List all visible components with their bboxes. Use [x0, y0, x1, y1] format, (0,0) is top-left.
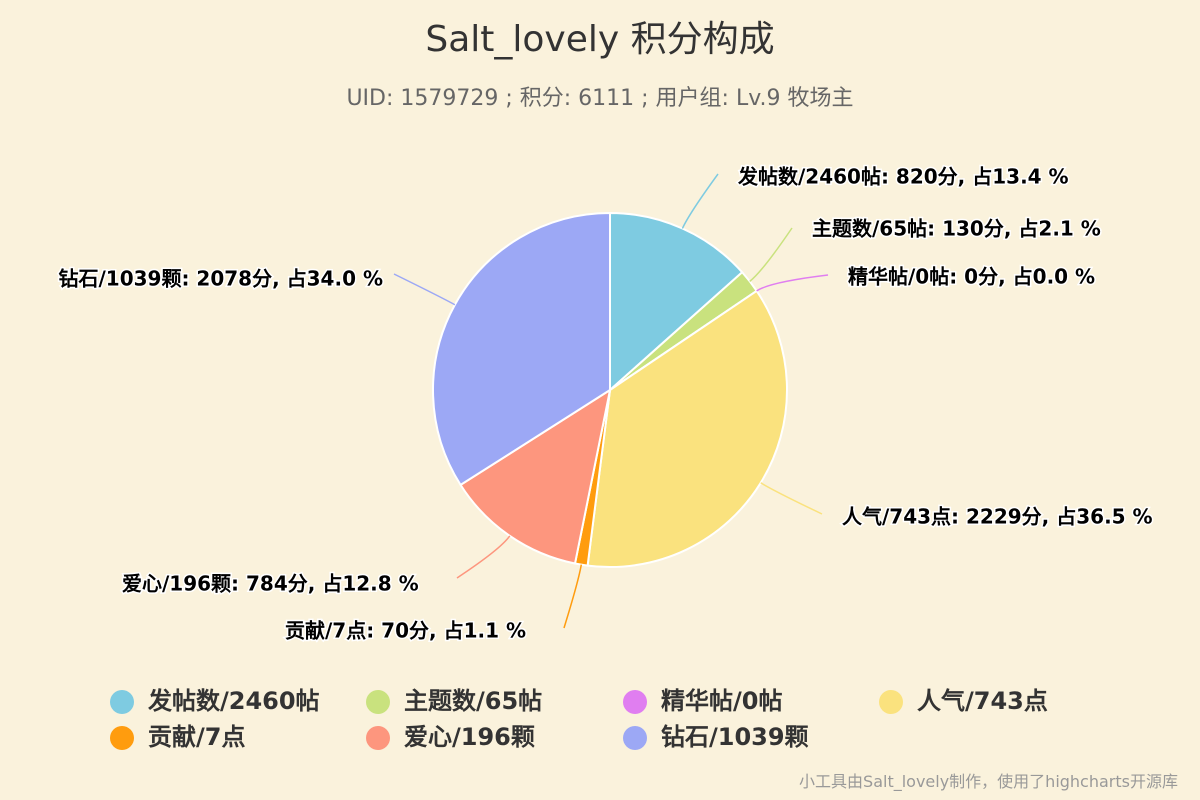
- data-label-5: 贡献/7点: 70分, 占1.1 %: [285, 619, 526, 643]
- legend-label-3: 精华帖/0帖: [661, 687, 782, 715]
- chart-title: Salt_lovely 积分构成: [425, 19, 775, 60]
- pie-slice-7[interactable]: [432, 211, 611, 487]
- legend-item-6[interactable]: 爱心/196颗: [366, 723, 535, 751]
- label-connector-3: [756, 274, 829, 292]
- data-label-3: 精华帖/0帖: 0分, 占0.0 %: [848, 265, 1095, 289]
- data-label-2: 主题数/65帖: 130分, 占2.1 %: [812, 217, 1101, 241]
- legend-item-2[interactable]: 主题数/65帖: [366, 687, 542, 715]
- data-label-7: 钻石/1039颗: 2078分, 占34.0 %: [58, 267, 383, 291]
- legend-marker-4: [879, 690, 903, 714]
- label-connector-7: [393, 273, 456, 306]
- chart-subtitle: UID: 1579729 ; 积分: 6111 ; 用户组: Lv.9 牧场主: [346, 86, 854, 111]
- label-connector-6: [456, 535, 511, 579]
- pie-slice-1[interactable]: [609, 211, 744, 393]
- legend-label-6: 爱心/196颗: [404, 723, 535, 751]
- label-connector-1: [681, 173, 719, 229]
- pie-slice-4[interactable]: [586, 289, 788, 568]
- legend-item-1[interactable]: 发帖数/2460帖: [110, 687, 320, 715]
- data-label-1: 发帖数/2460帖: 820分, 占13.4 %: [737, 165, 1069, 189]
- legend-marker-3: [623, 690, 647, 714]
- legend-marker-6: [366, 726, 390, 750]
- legend-marker-2: [366, 690, 390, 714]
- legend-marker-5: [110, 726, 134, 750]
- legend-item-7[interactable]: 钻石/1039颗: [623, 723, 809, 751]
- legend-marker-1: [110, 690, 134, 714]
- pie-slice-6[interactable]: [459, 387, 612, 565]
- legend-label-2: 主题数/65帖: [404, 687, 542, 715]
- label-connector-4: [760, 482, 823, 515]
- legend-item-5[interactable]: 贡献/7点: [110, 723, 245, 751]
- legend-label-7: 钻石/1039颗: [661, 723, 809, 751]
- legend-item-3[interactable]: 精华帖/0帖: [623, 687, 782, 715]
- label-connector-2: [749, 227, 793, 282]
- credits[interactable]: 小工具由Salt_lovely制作，使用了highcharts开源库: [799, 772, 1178, 791]
- legend-label-4: 人气/743点: [917, 687, 1048, 715]
- legend-label-5: 贡献/7点: [148, 723, 245, 751]
- label-connector-5: [563, 564, 583, 629]
- legend-marker-7: [623, 726, 647, 750]
- legend-label-1: 发帖数/2460帖: [147, 687, 320, 715]
- data-label-4: 人气/743点: 2229分, 占36.5 %: [842, 505, 1153, 529]
- data-label-6: 爱心/196颗: 784分, 占12.8 %: [122, 572, 419, 596]
- legend-item-4[interactable]: 人气/743点: [879, 687, 1048, 715]
